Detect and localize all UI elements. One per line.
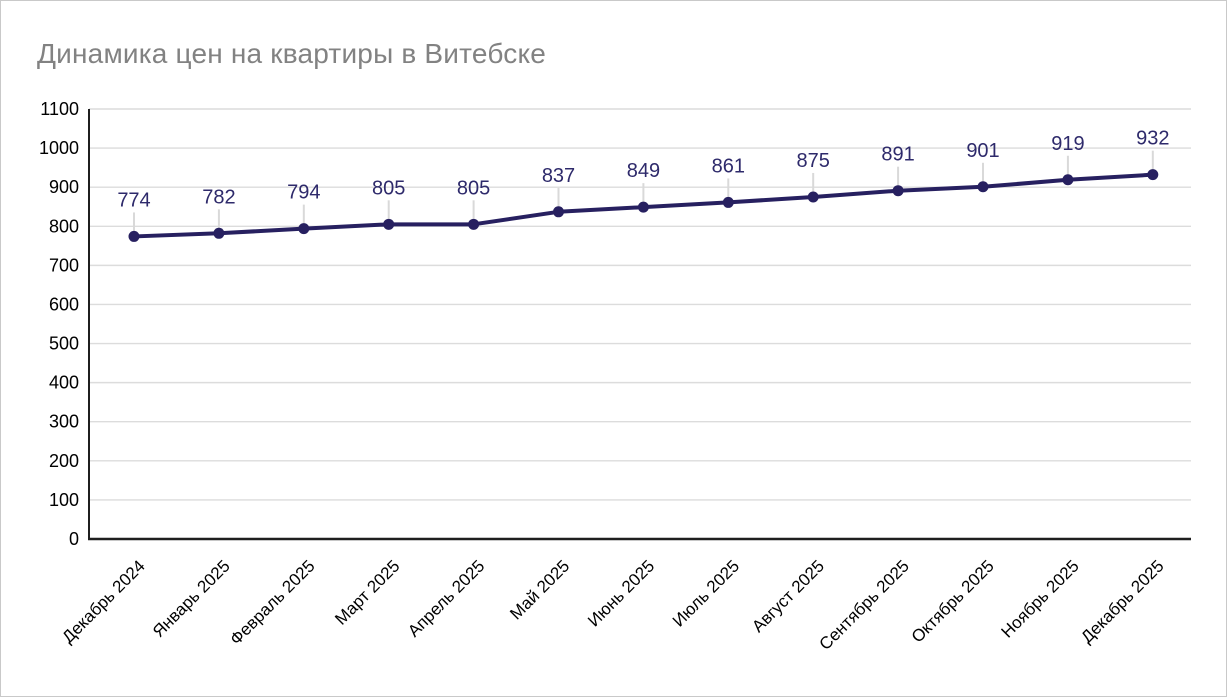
- y-tick-label: 1100: [40, 99, 79, 119]
- data-label: 837: [542, 165, 575, 187]
- data-label: 805: [457, 177, 490, 199]
- x-tick-label: Декабрь 2025: [1077, 556, 1167, 646]
- x-tick-label: Октябрь 2025: [908, 556, 998, 646]
- data-label: 875: [797, 150, 830, 172]
- y-tick-label: 600: [49, 294, 79, 314]
- data-label: 782: [202, 186, 235, 208]
- y-tick-label: 700: [49, 255, 79, 275]
- y-tick-label: 400: [49, 373, 79, 393]
- y-tick-label: 800: [49, 216, 79, 236]
- data-label: 805: [372, 177, 405, 199]
- data-point: [637, 201, 649, 213]
- data-label: 919: [1051, 133, 1084, 155]
- data-label: 901: [966, 140, 999, 162]
- data-point: [298, 223, 310, 235]
- chart-title: Динамика цен на квартиры в Витебске: [37, 38, 546, 69]
- data-point: [1062, 174, 1074, 186]
- x-tick-label: Июль 2025: [669, 556, 743, 630]
- y-tick-label: 900: [49, 177, 79, 197]
- data-point: [128, 230, 140, 242]
- x-tick-label: Ноябрь 2025: [998, 556, 1083, 641]
- x-tick-label: Январь 2025: [149, 556, 234, 641]
- y-tick-label: 300: [49, 412, 79, 432]
- data-point: [1147, 169, 1159, 181]
- data-point: [722, 196, 734, 208]
- data-point: [553, 206, 564, 218]
- y-tick-label: 200: [49, 451, 79, 471]
- x-tick-label: Сентябрь 2025: [816, 556, 913, 653]
- x-tick-label: Июнь 2025: [584, 556, 658, 630]
- x-tick-label: Май 2025: [506, 556, 573, 623]
- data-label: 861: [712, 155, 745, 177]
- data-point: [977, 181, 989, 193]
- data-label: 932: [1136, 128, 1169, 150]
- data-label: 774: [117, 189, 150, 211]
- y-tick-label: 500: [49, 334, 79, 354]
- data-label: 891: [881, 144, 914, 166]
- y-tick-label: 0: [69, 529, 79, 549]
- data-label: 849: [627, 160, 660, 182]
- x-tick-label: Февраль 2025: [226, 556, 318, 648]
- x-tick-label: Август 2025: [748, 556, 828, 636]
- data-point: [383, 218, 395, 230]
- y-tick-label: 1000: [39, 138, 79, 158]
- data-label: 794: [287, 182, 320, 204]
- x-tick-label: Март 2025: [331, 556, 403, 628]
- x-tick-label: Декабрь 2024: [58, 556, 148, 646]
- data-point: [892, 185, 904, 197]
- y-tick-label: 100: [49, 490, 79, 510]
- x-tick-label: Апрель 2025: [404, 556, 488, 640]
- data-point: [468, 218, 480, 230]
- data-point: [807, 191, 819, 203]
- data-point: [213, 227, 225, 239]
